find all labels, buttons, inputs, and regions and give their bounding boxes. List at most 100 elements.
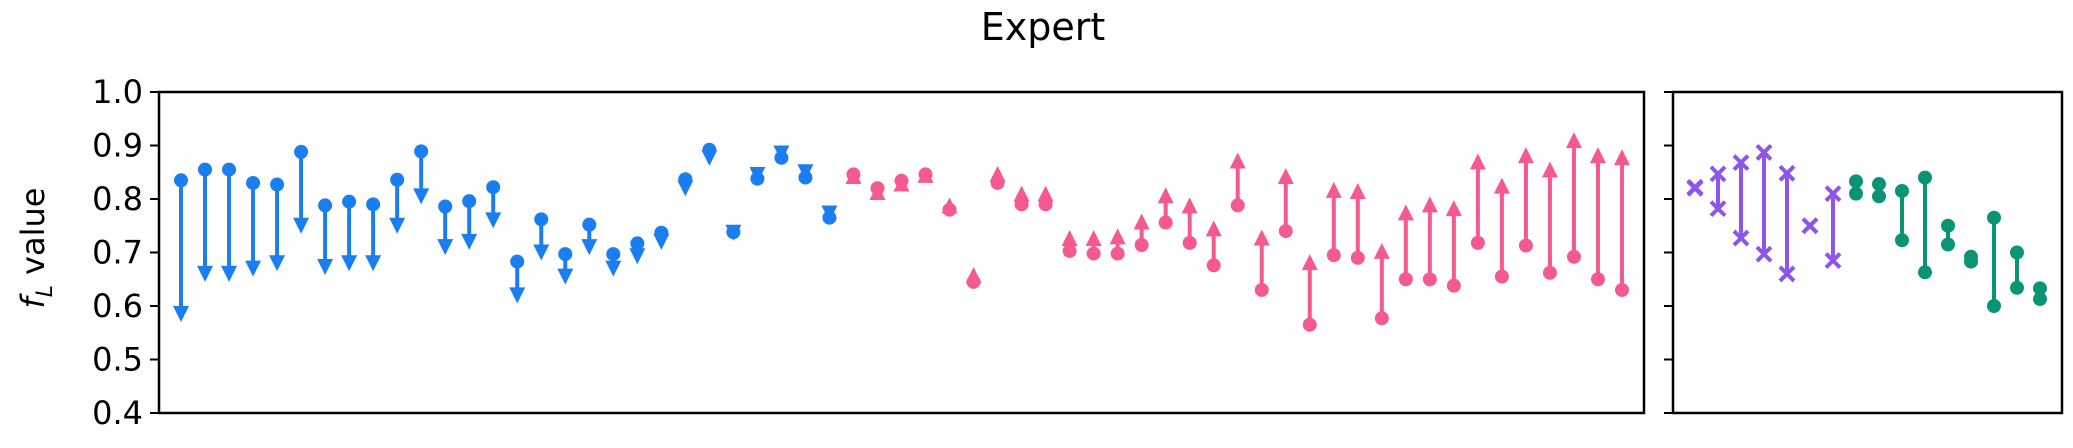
start-point xyxy=(318,198,333,213)
data-pair xyxy=(653,225,670,250)
y-axis-label-text: value xyxy=(14,188,52,275)
start-point xyxy=(1398,272,1413,287)
start-point xyxy=(1182,235,1197,250)
up-arrow-head xyxy=(1037,185,1054,202)
down-arrow-head xyxy=(173,306,189,323)
down-arrow-head xyxy=(413,188,430,205)
y-tick-label: 0.8 xyxy=(92,180,143,218)
data-pair xyxy=(1397,204,1414,287)
down-arrow-head xyxy=(389,217,406,234)
y-tick-label: 0.4 xyxy=(92,394,143,432)
circle-marker xyxy=(1987,299,2001,313)
data-pair xyxy=(605,247,622,277)
data-pair xyxy=(1277,167,1294,239)
down-arrow-head xyxy=(821,205,838,222)
circle-marker xyxy=(1941,218,1955,233)
up-arrow-head xyxy=(989,165,1006,182)
data-pair xyxy=(341,194,358,272)
down-arrow-head xyxy=(221,265,238,282)
data-pair xyxy=(1849,174,1863,201)
data-pair xyxy=(701,142,718,166)
data-pair xyxy=(1541,161,1558,280)
circle-marker xyxy=(1872,189,1886,204)
data-pair xyxy=(1614,149,1630,297)
down-arrow-head xyxy=(245,260,262,277)
data-pair xyxy=(1133,213,1150,253)
up-arrow-head xyxy=(1181,197,1198,214)
data-pair xyxy=(725,224,742,241)
data-pair xyxy=(1941,218,1955,252)
data-pair xyxy=(845,167,862,184)
data-pair xyxy=(749,166,766,186)
data-pair xyxy=(581,217,598,256)
data-pair xyxy=(1013,185,1030,212)
data-pair xyxy=(1061,230,1078,258)
start-point xyxy=(1542,265,1557,280)
up-arrow-head xyxy=(1517,147,1534,164)
up-arrow-head xyxy=(1205,220,1222,237)
data-pair xyxy=(1253,229,1270,297)
data-pair xyxy=(629,236,646,265)
data-pair xyxy=(461,194,478,250)
up-arrow-head xyxy=(1085,230,1102,247)
data-pair xyxy=(1517,147,1534,253)
data-pair xyxy=(989,165,1006,190)
data-pair xyxy=(1987,210,2001,313)
up-arrow-head xyxy=(1421,196,1438,213)
start-point xyxy=(342,194,357,209)
data-pair xyxy=(413,144,430,205)
start-point xyxy=(486,180,501,195)
start-point xyxy=(294,144,309,159)
data-pair xyxy=(293,144,310,234)
data-pair xyxy=(1229,152,1246,213)
x-marker xyxy=(1824,185,1842,203)
x-marker xyxy=(1709,165,1727,183)
data-pair xyxy=(797,164,814,185)
up-arrow-head xyxy=(1013,185,1030,202)
data-pair xyxy=(821,205,838,225)
start-point xyxy=(1590,272,1605,287)
up-arrow-head xyxy=(1493,177,1510,194)
up-arrow-head xyxy=(1445,200,1462,217)
start-point xyxy=(1374,311,1389,326)
start-point xyxy=(630,236,645,251)
circle-marker xyxy=(2033,292,2047,307)
down-arrow-head xyxy=(629,248,646,265)
data-pair xyxy=(2010,245,2024,295)
side-panel xyxy=(1671,90,2064,415)
up-arrow-head xyxy=(1325,181,1342,198)
y-tick-label: 0.9 xyxy=(92,127,143,165)
down-arrow-head xyxy=(341,255,358,272)
up-arrow-head xyxy=(893,175,910,192)
data-pair xyxy=(1732,154,1750,247)
down-arrow-head xyxy=(197,265,214,282)
start-point xyxy=(558,247,573,262)
data-pair xyxy=(1301,254,1318,332)
start-point xyxy=(222,162,237,177)
circle-marker xyxy=(2010,280,2024,295)
data-pair xyxy=(1755,144,1773,263)
circle-marker xyxy=(1872,177,1886,192)
y-tick-label: 1.0 xyxy=(92,73,143,111)
data-pair xyxy=(1469,153,1486,250)
data-pair xyxy=(509,254,526,304)
circle-marker xyxy=(2033,281,2047,296)
data-pair xyxy=(1205,220,1222,273)
down-arrow-head xyxy=(317,258,334,275)
up-arrow-head xyxy=(965,266,982,283)
circle-marker xyxy=(1849,174,1863,189)
start-point xyxy=(1230,198,1245,213)
start-point xyxy=(270,177,285,192)
down-arrow-head xyxy=(533,244,550,261)
down-arrow-head xyxy=(725,224,742,241)
circle-marker xyxy=(1964,254,1978,269)
y-axis-ticks: 0.4 0.5 0.6 0.7 0.8 0.9 1.0 xyxy=(92,73,1673,432)
data-pair xyxy=(2033,281,2047,307)
start-point xyxy=(438,199,453,214)
start-point xyxy=(1615,282,1629,297)
y-axis-label-sub: L xyxy=(33,285,58,297)
x-marker xyxy=(1801,217,1819,235)
x-marker xyxy=(1732,154,1750,172)
circle-marker xyxy=(1895,233,1909,248)
start-point xyxy=(1254,282,1269,297)
